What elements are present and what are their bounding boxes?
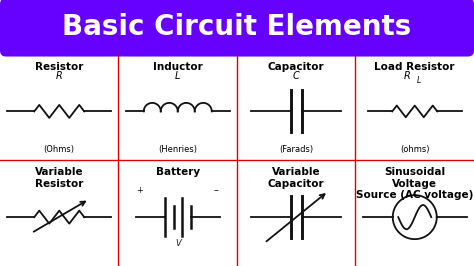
FancyBboxPatch shape <box>0 0 474 57</box>
Text: V: V <box>175 239 181 248</box>
Text: L: L <box>175 71 181 81</box>
Text: (Farads): (Farads) <box>279 146 313 154</box>
Text: Basic Circuit Elements: Basic Circuit Elements <box>63 13 411 41</box>
Text: Capacitor: Capacitor <box>268 61 325 72</box>
Text: (ohms): (ohms) <box>400 146 429 154</box>
Text: (Ohms): (Ohms) <box>44 146 75 154</box>
Text: Load Resistor: Load Resistor <box>374 61 455 72</box>
Text: Variable
Capacitor: Variable Capacitor <box>268 167 325 189</box>
Text: L: L <box>417 76 421 85</box>
Text: +: + <box>137 186 143 195</box>
Text: Variable
Resistor: Variable Resistor <box>35 167 83 189</box>
Text: Resistor: Resistor <box>35 61 83 72</box>
Text: (Henries): (Henries) <box>158 146 197 154</box>
Text: Sinusoidal
Voltage
Source (AC voltage): Sinusoidal Voltage Source (AC voltage) <box>356 167 474 201</box>
Text: R: R <box>404 71 411 81</box>
Text: Battery: Battery <box>155 167 200 177</box>
Text: C: C <box>293 71 300 81</box>
Text: Inductor: Inductor <box>153 61 202 72</box>
Text: –: – <box>213 185 218 195</box>
Text: R: R <box>56 71 63 81</box>
